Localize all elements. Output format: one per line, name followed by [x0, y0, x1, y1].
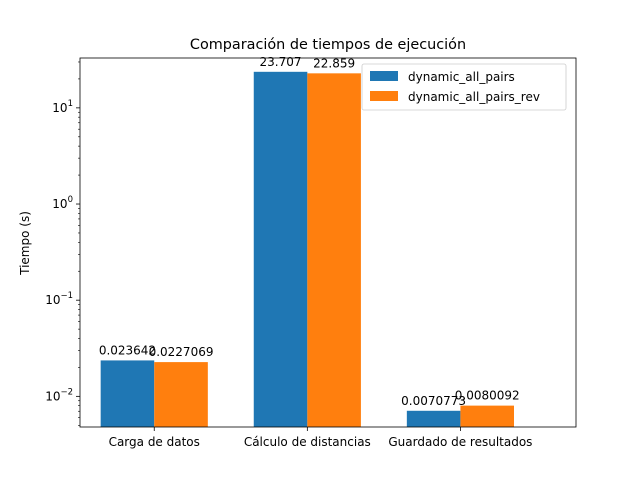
- y-tick-label: 10−1: [45, 291, 73, 307]
- bar: [100, 360, 155, 427]
- y-axis-label: Tiempo (s): [18, 211, 32, 276]
- y-tick-exponent: 0: [68, 195, 73, 205]
- y-tick-exponent: 1: [68, 99, 73, 109]
- y-tick-label: 100: [52, 195, 73, 211]
- legend-label: dynamic_all_pairs: [408, 70, 515, 84]
- data-label: 0.023642: [99, 343, 156, 357]
- y-tick-exponent: −1: [60, 291, 73, 301]
- chart-title: Comparación de tiempos de ejecución: [190, 37, 466, 53]
- data-label: 0.0080092: [455, 389, 520, 403]
- legend-swatch: [370, 71, 398, 81]
- y-tick-base: 10: [45, 293, 60, 307]
- bar: [253, 71, 308, 427]
- x-tick-label: Guardado de resultados: [388, 435, 532, 449]
- plot-area: 0.023642 23.707 0.0070773 0.0227069 22.859 0.…: [45, 55, 577, 449]
- y-tick-label: 10−2: [45, 387, 73, 403]
- legend-box: [361, 63, 567, 111]
- data-label: 0.0227069: [149, 345, 214, 359]
- x-tick-label: Carga de datos: [109, 435, 200, 449]
- x-tick-label: Cálculo de distancias: [244, 435, 371, 449]
- data-label: 0.0070773: [401, 394, 466, 408]
- bar: [154, 362, 208, 427]
- y-tick-exponent: −2: [60, 387, 73, 397]
- bar: [307, 73, 361, 428]
- bar: [406, 410, 461, 427]
- legend-label: dynamic_all_pairs_rev: [408, 90, 540, 104]
- bar: [460, 405, 514, 427]
- data-label: 23.707: [260, 55, 302, 69]
- y-tick-base: 10: [52, 101, 67, 115]
- y-tick-base: 10: [45, 389, 60, 403]
- legend-swatch: [370, 91, 398, 101]
- y-tick-base: 10: [52, 197, 67, 211]
- data-label: 22.859: [313, 56, 355, 70]
- axes-frame: [79, 57, 577, 428]
- y-tick-label: 101: [52, 99, 73, 115]
